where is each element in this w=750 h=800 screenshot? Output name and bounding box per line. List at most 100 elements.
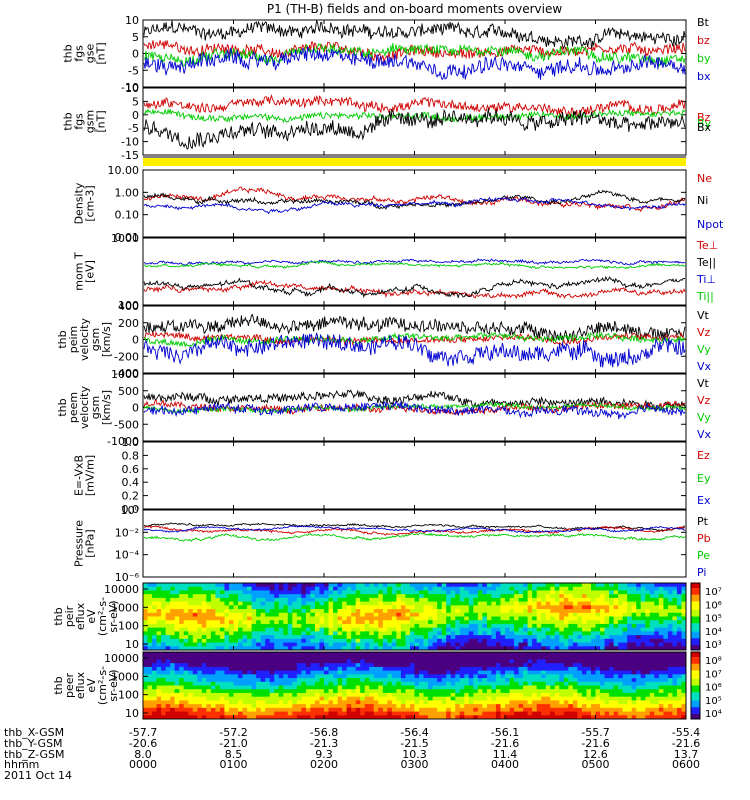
series-fgs-gsm-By bbox=[143, 108, 686, 124]
spectrogram-cell bbox=[618, 627, 624, 632]
spectrogram-cell bbox=[192, 689, 198, 694]
spectrogram-cell bbox=[414, 638, 420, 643]
spectrogram-cell bbox=[355, 681, 361, 686]
spectrogram-cell bbox=[170, 638, 176, 643]
spectrogram-cell bbox=[590, 670, 596, 675]
spectrogram-cell bbox=[446, 678, 452, 683]
spectrogram-cell bbox=[378, 696, 384, 701]
spectrogram-cell bbox=[532, 605, 538, 610]
spectrogram-cell bbox=[550, 666, 556, 672]
spectrogram-cell bbox=[450, 583, 456, 588]
spectrogram-cell bbox=[604, 696, 610, 701]
spectrogram-cell bbox=[495, 597, 501, 603]
spectrogram-cell bbox=[251, 590, 257, 595]
spectrogram-cell bbox=[631, 652, 637, 657]
spectrogram-cell bbox=[541, 616, 547, 621]
spectrogram-cell bbox=[373, 681, 379, 686]
spectrogram-cell bbox=[563, 594, 569, 599]
spectrogram-cell bbox=[414, 674, 420, 679]
spectrogram-cell bbox=[387, 590, 393, 595]
spectrogram-cell bbox=[527, 642, 533, 647]
series-peem-velocity-Vt bbox=[143, 389, 686, 412]
spectrogram-cell bbox=[604, 601, 610, 606]
spectrogram-cell bbox=[658, 711, 664, 716]
spectrogram-cell bbox=[238, 707, 243, 712]
spectrogram-cell bbox=[197, 681, 203, 686]
spectrogram-cell bbox=[450, 692, 456, 698]
spectrogram-cell bbox=[382, 689, 388, 694]
spectrogram-cell bbox=[387, 623, 393, 629]
spectrogram-cell bbox=[292, 627, 298, 632]
spectrogram-cell bbox=[342, 700, 348, 705]
spectrogram-cell bbox=[396, 646, 402, 651]
spectrogram-cell bbox=[550, 696, 556, 701]
spectrogram-cell bbox=[197, 692, 203, 698]
spectrogram-cell bbox=[328, 659, 334, 664]
spectrogram-cell bbox=[165, 674, 171, 679]
spectrogram-cell bbox=[360, 642, 366, 647]
colorbar-cell bbox=[691, 678, 700, 681]
spectrogram-cell bbox=[197, 583, 203, 588]
spectrogram-cell bbox=[274, 666, 280, 672]
spectrogram-cell bbox=[545, 715, 551, 720]
spectrogram-cell bbox=[473, 711, 479, 716]
spectrogram-cell bbox=[242, 631, 248, 636]
spectrogram-cell bbox=[278, 704, 284, 709]
spectrogram-cell bbox=[192, 670, 198, 675]
spectrogram-cell bbox=[590, 646, 596, 651]
spectrogram-cell bbox=[604, 707, 610, 712]
spectrogram-cell bbox=[333, 605, 338, 610]
spectrogram-cell bbox=[500, 605, 506, 610]
spectrogram-cell bbox=[324, 666, 329, 672]
spectrogram-cell bbox=[590, 642, 596, 647]
spectrogram-cell bbox=[640, 700, 646, 705]
spectrogram-cell bbox=[532, 696, 538, 701]
spectrogram-cell bbox=[500, 689, 506, 694]
spectrogram-cell bbox=[215, 692, 221, 698]
spectrogram-cell bbox=[532, 586, 538, 591]
spectrogram-cell bbox=[192, 620, 198, 625]
spectrogram-cell bbox=[414, 689, 420, 694]
spectrogram-cell bbox=[600, 605, 605, 610]
spectrogram-cell bbox=[342, 586, 348, 591]
spectrogram-cell bbox=[428, 659, 434, 664]
spectrogram-cell bbox=[274, 692, 280, 698]
y-tick-label: 200 bbox=[118, 317, 139, 330]
spectrogram-cell bbox=[174, 605, 180, 610]
spectrogram-cell bbox=[278, 646, 284, 651]
spectrogram-cell bbox=[527, 652, 533, 657]
spectrogram-cell bbox=[396, 696, 402, 701]
panel-pressure bbox=[142, 509, 687, 578]
spectrogram-cell bbox=[609, 594, 615, 599]
legend-By: By bbox=[697, 117, 712, 130]
spectrogram-cell bbox=[649, 631, 655, 636]
spectrogram-cell bbox=[572, 646, 578, 651]
spectrogram-cell bbox=[287, 663, 293, 668]
spectrogram-cell bbox=[523, 605, 529, 610]
spectrogram-cell bbox=[527, 666, 533, 672]
spectrogram-cell bbox=[622, 623, 628, 629]
spectrogram-cell bbox=[523, 666, 529, 672]
spectrogram-cell bbox=[423, 601, 429, 606]
spectrogram-cell bbox=[283, 623, 289, 629]
spectrogram-cell bbox=[613, 685, 619, 690]
spectrogram-cell bbox=[581, 659, 587, 664]
spectrogram-cell bbox=[269, 623, 275, 629]
spectrogram-cell bbox=[541, 707, 547, 712]
spectrogram-cell bbox=[351, 685, 357, 690]
spectrogram-cell bbox=[486, 601, 492, 606]
spectrogram-cell bbox=[301, 638, 307, 643]
spectrogram-cell bbox=[491, 635, 497, 640]
spectrogram-cell bbox=[658, 594, 664, 599]
spectrogram-cell bbox=[600, 627, 605, 632]
spectrogram-cell bbox=[409, 609, 415, 614]
spectrogram-cell bbox=[409, 631, 415, 636]
spectrogram-cell bbox=[405, 659, 411, 664]
spectrogram-cell bbox=[527, 689, 533, 694]
spectrogram-cell bbox=[423, 678, 429, 683]
spectrogram-cell bbox=[559, 685, 565, 690]
spectrogram-cell bbox=[676, 685, 682, 690]
spectrogram-cell bbox=[509, 597, 515, 603]
spectrogram-cell bbox=[437, 674, 443, 679]
spectrogram-cell bbox=[613, 655, 619, 660]
